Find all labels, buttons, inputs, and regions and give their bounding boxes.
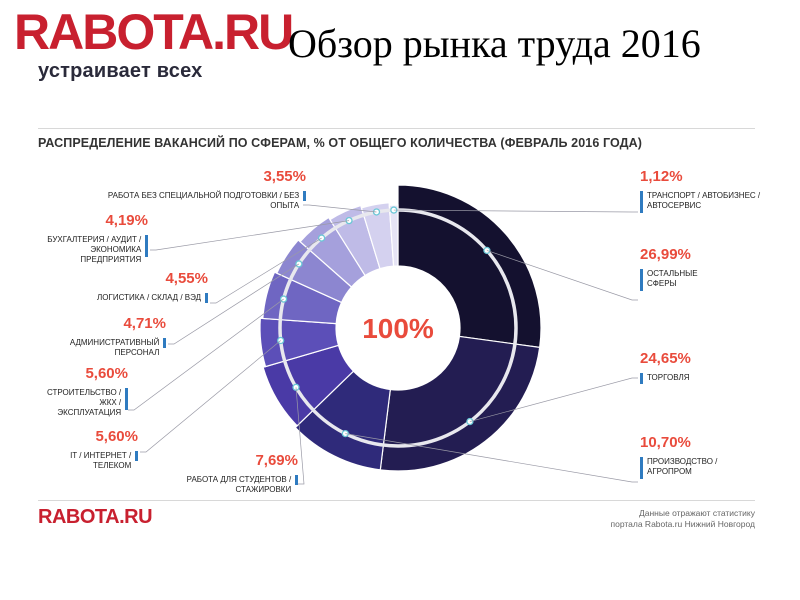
leader-line: [210, 237, 322, 304]
rabota-logo: RABOTA.RU: [14, 4, 294, 60]
category-label: АГРОПРОМ: [647, 467, 692, 476]
marker-bar: [640, 269, 643, 291]
pct-label: 5,60%: [85, 365, 128, 382]
category-label: ЖКХ / ЭКСПЛУАТАЦИЯ: [57, 398, 122, 417]
label-students: 7,69% РАБОТА ДЛЯ СТУДЕНТОВ / СТАЖИРОВКИ: [140, 452, 298, 495]
leader-line: [345, 433, 638, 483]
category-label: СФЕРЫ: [647, 279, 677, 288]
label-accounting: 4,19% БУХГАЛТЕРИЯ / АУДИТ / ЭКОНОМИКА ПР…: [38, 212, 148, 265]
footer-note-line: Данные отражают статистику: [639, 508, 755, 518]
bottom-divider: [38, 500, 755, 501]
pct-label: 24,65%: [640, 350, 691, 367]
chart-title: РАСПРЕДЕЛЕНИЕ ВАКАНСИЙ ПО СФЕРАМ, % ОТ О…: [38, 136, 643, 150]
marker-bar: [303, 191, 306, 201]
pct-label: 4,71%: [123, 315, 166, 332]
footer-logo: RABOTA.RU: [38, 506, 153, 528]
marker-bar: [640, 373, 643, 384]
label-production: 10,70% ПРОИЗВОДСТВО / АГРОПРОМ: [640, 434, 717, 479]
donut-slice: [397, 184, 542, 349]
category-label: АДМИНИСТРАТИВНЫЙ ПЕРСОНАЛ: [69, 338, 160, 357]
leader-line: [128, 298, 284, 411]
leader-line: [168, 263, 300, 345]
pct-label: 4,55%: [165, 270, 208, 287]
category-label: ПРОИЗВОДСТВО /: [647, 457, 718, 466]
label-no-experience: 3,55% РАБОТА БЕЗ СПЕЦИАЛЬНОЙ ПОДГОТОВКИ …: [96, 168, 306, 211]
pct-label: 10,70%: [640, 434, 691, 451]
pct-label: 7,69%: [255, 452, 298, 469]
marker-bar: [640, 191, 643, 213]
slide-title: Обзор рынка труда 2016: [288, 21, 701, 66]
category-label: БУХГАЛТЕРИЯ / АУДИТ /: [47, 235, 142, 244]
leader-line: [486, 250, 638, 301]
label-it: 5,60% IT / ИНТЕРНЕТ / ТЕЛЕКОМ: [38, 428, 138, 471]
leader-line: [295, 387, 305, 485]
marker-bar: [640, 457, 643, 479]
leader-line: [393, 209, 638, 213]
leader-line: [469, 377, 638, 422]
label-other: 26,99% ОСТАЛЬНЫЕ СФЕРЫ: [640, 246, 698, 291]
donut-slice: [379, 335, 541, 472]
marker-bar: [145, 235, 148, 257]
pct-label: 26,99%: [640, 246, 691, 263]
logo-tagline: устраивает всех: [38, 60, 203, 82]
category-label: IT / ИНТЕРНЕТ / ТЕЛЕКОМ: [70, 451, 132, 470]
category-label: СТРОИТЕЛЬСТВО /: [46, 388, 122, 397]
leader-line: [150, 220, 350, 251]
donut-slice: [388, 204, 399, 267]
category-label: ТРАНСПОРТ / АВТОБИЗНЕС /: [647, 191, 761, 200]
marker-bar: [295, 475, 298, 485]
marker-bar: [125, 388, 128, 410]
footer-note-line: портала Rabota.ru Нижний Новгород: [610, 519, 755, 529]
pct-label: 5,60%: [95, 428, 138, 445]
pct-label: 4,19%: [105, 212, 148, 229]
label-logistics: 4,55% ЛОГИСТИКА / СКЛАД / ВЭД: [96, 270, 208, 303]
pct-label: 3,55%: [263, 168, 306, 185]
center-total-label: 100%: [362, 313, 434, 344]
category-label: ЛОГИСТИКА / СКЛАД / ВЭД: [97, 293, 201, 302]
category-label: ТОРГОВЛЯ: [647, 373, 690, 382]
leader-line: [140, 340, 281, 453]
category-label: АВТОСЕРВИС: [647, 201, 702, 210]
category-label: ЭКОНОМИКА ПРЕДПРИЯТИЯ: [80, 245, 142, 264]
label-construction: 5,60% СТРОИТЕЛЬСТВО / ЖКХ / ЭКСПЛУАТАЦИЯ: [38, 365, 128, 418]
category-label: РАБОТА БЕЗ СПЕЦИАЛЬНОЙ ПОДГОТОВКИ / БЕЗ …: [107, 191, 300, 210]
category-label: РАБОТА ДЛЯ СТУДЕНТОВ / СТАЖИРОВКИ: [186, 475, 292, 494]
footer-note: Данные отражают статистику портала Rabot…: [560, 508, 755, 530]
marker-bar: [163, 338, 166, 348]
label-trade: 24,65% ТОРГОВЛЯ: [640, 350, 691, 384]
leader-line: [303, 204, 377, 213]
label-transport: 1,12% ТРАНСПОРТ / АВТОБИЗНЕС / АВТОСЕРВИ…: [640, 168, 760, 213]
category-label: ОСТАЛЬНЫЕ: [647, 269, 698, 278]
donut-slice: [294, 370, 391, 471]
marker-bar: [135, 451, 138, 461]
label-admin: 4,71% АДМИНИСТРАТИВНЫЙ ПЕРСОНАЛ: [38, 315, 166, 358]
marker-bar: [205, 293, 208, 303]
top-divider: [38, 128, 755, 129]
pct-label: 1,12%: [640, 168, 683, 185]
